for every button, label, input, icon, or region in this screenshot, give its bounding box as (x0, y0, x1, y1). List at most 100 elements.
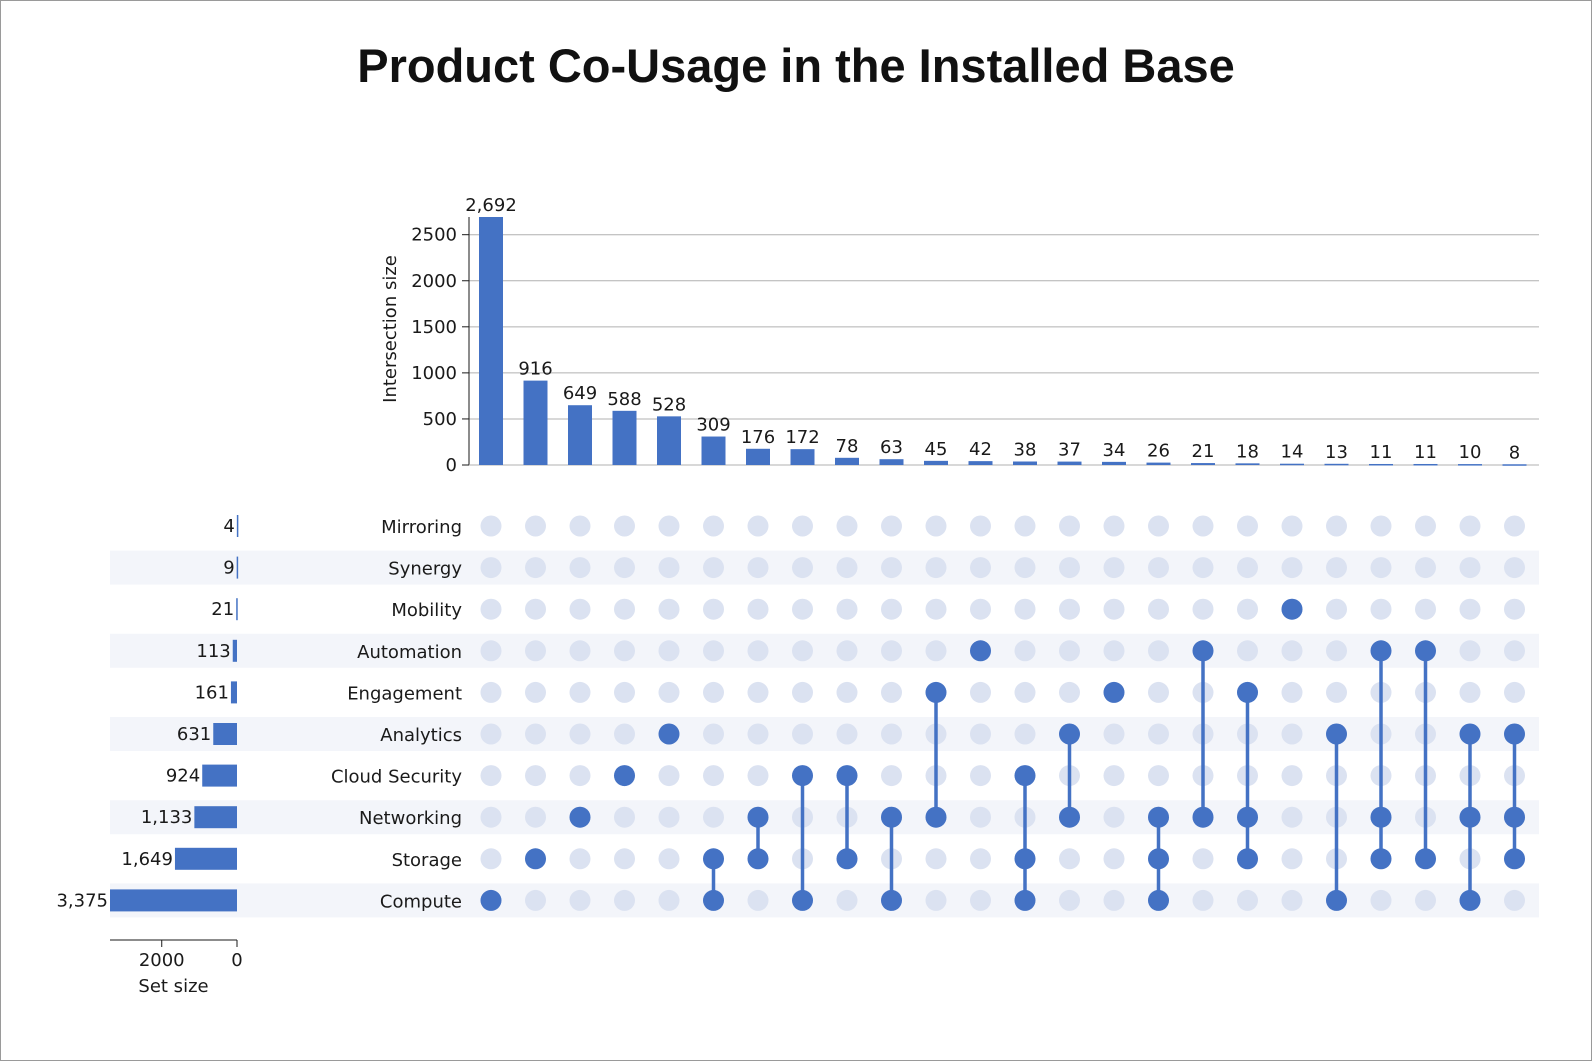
intersection-bar-label: 172 (785, 427, 819, 448)
matrix-dot-empty (569, 681, 591, 703)
matrix-dot-empty (1415, 598, 1436, 620)
set-name-label: Automation (357, 642, 462, 663)
intersection-bar (1502, 464, 1527, 466)
set-name-label: Compute (380, 891, 462, 912)
intersection-bar-label: 45 (925, 439, 948, 460)
matrix-dot-empty (836, 515, 858, 537)
matrix-dot-empty (569, 598, 591, 620)
matrix-dot-empty (480, 515, 502, 537)
intersection-bar-label: 14 (1281, 442, 1304, 463)
set-size-label: 4 (223, 516, 234, 537)
matrix-dot-filled (1415, 848, 1436, 870)
intersection-bar (701, 436, 726, 465)
intersection-bar-label: 63 (880, 437, 903, 458)
matrix-dot-filled (1326, 889, 1347, 911)
matrix-dot-empty (1415, 515, 1436, 537)
matrix-dot-empty (1237, 557, 1258, 579)
intersection-bar (1369, 463, 1393, 466)
matrix-dot-empty (792, 681, 813, 703)
matrix-dot-empty (525, 598, 546, 620)
matrix-dot-empty (1415, 889, 1436, 911)
matrix-dot-empty (480, 848, 502, 870)
matrix-dot-empty (480, 723, 502, 745)
matrix-dot-filled (792, 889, 813, 911)
intersection-bar-label: 8 (1509, 442, 1520, 463)
matrix-dot-filled (1326, 723, 1347, 745)
matrix-dot-empty (569, 723, 591, 745)
row-shade (110, 717, 1539, 751)
matrix-dot-filled (1014, 765, 1036, 787)
set-size-label: 631 (177, 724, 211, 745)
matrix-dot-empty (836, 640, 858, 662)
matrix-dot-empty (658, 806, 680, 828)
matrix-dot-empty (1237, 515, 1258, 537)
matrix-dot-empty (569, 765, 591, 787)
matrix-dot-empty (1459, 681, 1481, 703)
set-size-bar (110, 889, 237, 912)
matrix-dot-empty (480, 557, 502, 579)
set-size-bar (236, 556, 239, 579)
matrix-dot-empty (1014, 681, 1036, 703)
matrix-dot-empty (703, 681, 724, 703)
intersection-bar (479, 217, 503, 465)
matrix-dot-filled (1370, 640, 1392, 662)
matrix-dot-empty (480, 681, 502, 703)
y-tick-label: 0 (446, 455, 457, 476)
intersection-bar (1413, 463, 1438, 466)
matrix-dot-empty (747, 681, 769, 703)
intersection-bar (1235, 463, 1260, 465)
matrix-dot-empty (1014, 515, 1036, 537)
matrix-dot-empty (658, 681, 680, 703)
matrix-dot-filled (1237, 848, 1258, 870)
matrix-dot-filled (881, 889, 902, 911)
matrix-dot-empty (1192, 598, 1214, 620)
matrix-dot-empty (480, 640, 502, 662)
matrix-dot-filled (1415, 640, 1436, 662)
matrix-dot-empty (1103, 889, 1125, 911)
matrix-dot-empty (970, 848, 991, 870)
intersection-bar-label: 34 (1103, 440, 1126, 461)
intersection-bar (523, 380, 548, 465)
intersection-bar-label: 18 (1236, 441, 1259, 462)
matrix-dot-empty (614, 848, 635, 870)
matrix-dot-empty (658, 640, 680, 662)
y-tick-label: 2000 (411, 271, 457, 292)
intersection-bar (1280, 463, 1304, 466)
matrix-dot-empty (881, 681, 902, 703)
matrix-dot-filled (1148, 889, 1169, 911)
matrix-dot-empty (569, 557, 591, 579)
matrix-dot-empty (1370, 598, 1392, 620)
matrix-dot-empty (614, 806, 635, 828)
matrix-dot-empty (658, 598, 680, 620)
matrix-dot-empty (1281, 515, 1303, 537)
matrix-dot-filled (836, 848, 858, 870)
matrix-dot-filled (1014, 889, 1036, 911)
matrix-dot-empty (836, 889, 858, 911)
matrix-dot-empty (970, 889, 991, 911)
intersection-bar (1146, 462, 1171, 465)
matrix-dot-empty (747, 640, 769, 662)
set-size-bar (174, 847, 237, 870)
matrix-dot-empty (970, 765, 991, 787)
chart-title: Product Co-Usage in the Installed Base (357, 39, 1235, 92)
matrix-dot-empty (970, 598, 991, 620)
intersection-bar (657, 416, 681, 465)
matrix-dot-empty (1415, 557, 1436, 579)
row-shade (110, 883, 1539, 918)
intersection-bar (1013, 461, 1037, 465)
matrix-dot-empty (970, 681, 991, 703)
matrix-dot-empty (525, 640, 546, 662)
matrix-dot-filled (614, 765, 635, 787)
intersection-bar (790, 449, 815, 465)
matrix-dot-empty (1326, 681, 1347, 703)
matrix-dot-empty (1148, 723, 1169, 745)
intersection-bar (568, 405, 592, 465)
matrix-dot-empty (525, 515, 546, 537)
matrix-dot-empty (1103, 848, 1125, 870)
matrix-dot-empty (836, 723, 858, 745)
matrix-dot-empty (569, 889, 591, 911)
matrix-dot-filled (970, 640, 991, 662)
matrix-dot-empty (525, 806, 546, 828)
matrix-dot-empty (792, 515, 813, 537)
